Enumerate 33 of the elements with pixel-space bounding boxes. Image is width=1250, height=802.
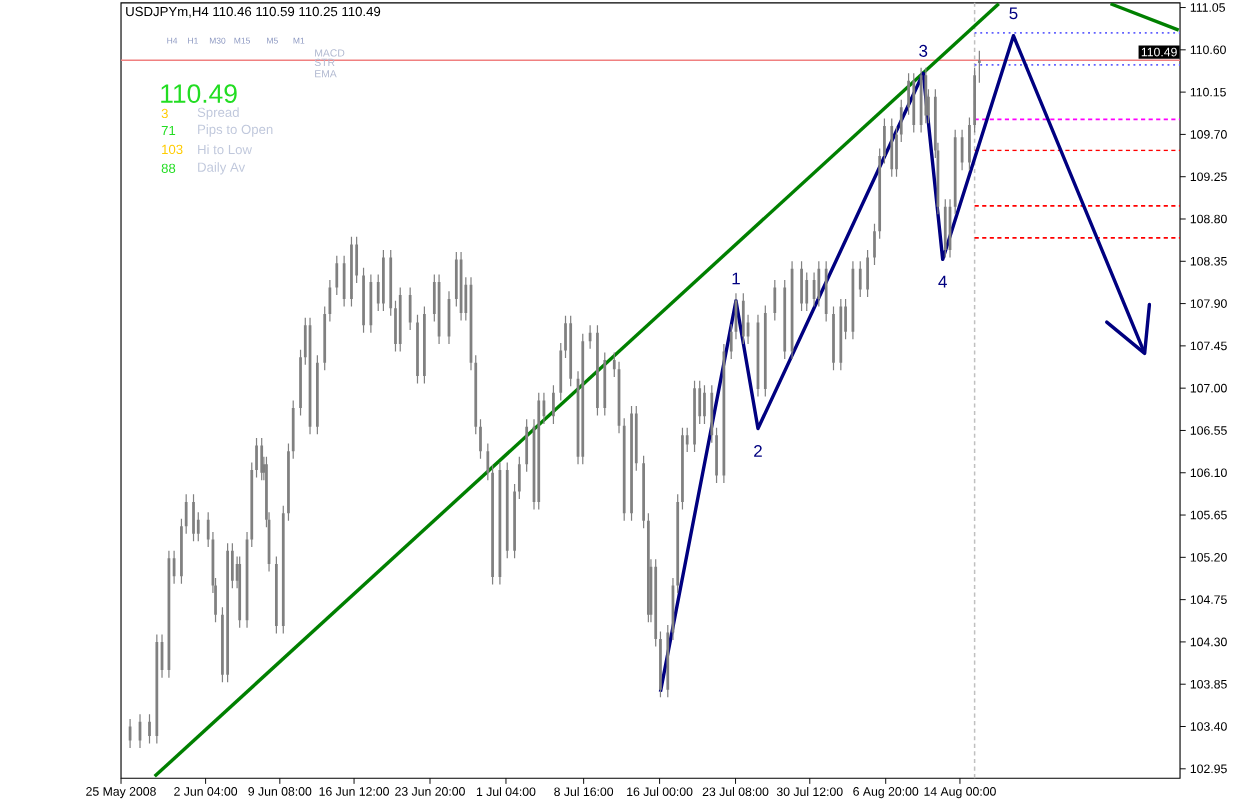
candlestick <box>128 719 132 749</box>
annotation: 5 <box>1009 7 1018 20</box>
annotation: 110.49 <box>161 84 237 104</box>
candlestick <box>537 392 541 510</box>
candlestick <box>335 255 339 296</box>
candlestick <box>858 261 862 298</box>
candlestick <box>408 287 412 330</box>
annotation: 1 <box>732 272 740 285</box>
candlestick <box>569 315 573 387</box>
candlestick <box>525 419 529 472</box>
candlestick <box>763 305 767 397</box>
candlestick <box>773 280 777 321</box>
candlestick <box>155 634 159 744</box>
candlestick <box>943 199 947 258</box>
candlestick <box>342 255 346 307</box>
candlestick <box>581 333 585 465</box>
candlestick <box>315 355 319 435</box>
candlestick <box>138 714 142 749</box>
candlestick <box>960 129 964 171</box>
annotation: 2 <box>754 445 762 457</box>
candlestick <box>824 261 828 322</box>
candlestick <box>274 556 278 634</box>
candlestick <box>741 293 745 345</box>
candlestick <box>817 261 821 307</box>
candlestick <box>912 73 916 133</box>
candlestick <box>398 287 402 352</box>
candlestick <box>839 298 843 371</box>
candlestick <box>890 118 894 177</box>
annotation: 4 <box>938 275 947 288</box>
candlestick <box>505 462 509 559</box>
candlestick <box>783 280 787 360</box>
candlestick <box>603 352 607 416</box>
annotation: 3 <box>919 44 928 57</box>
